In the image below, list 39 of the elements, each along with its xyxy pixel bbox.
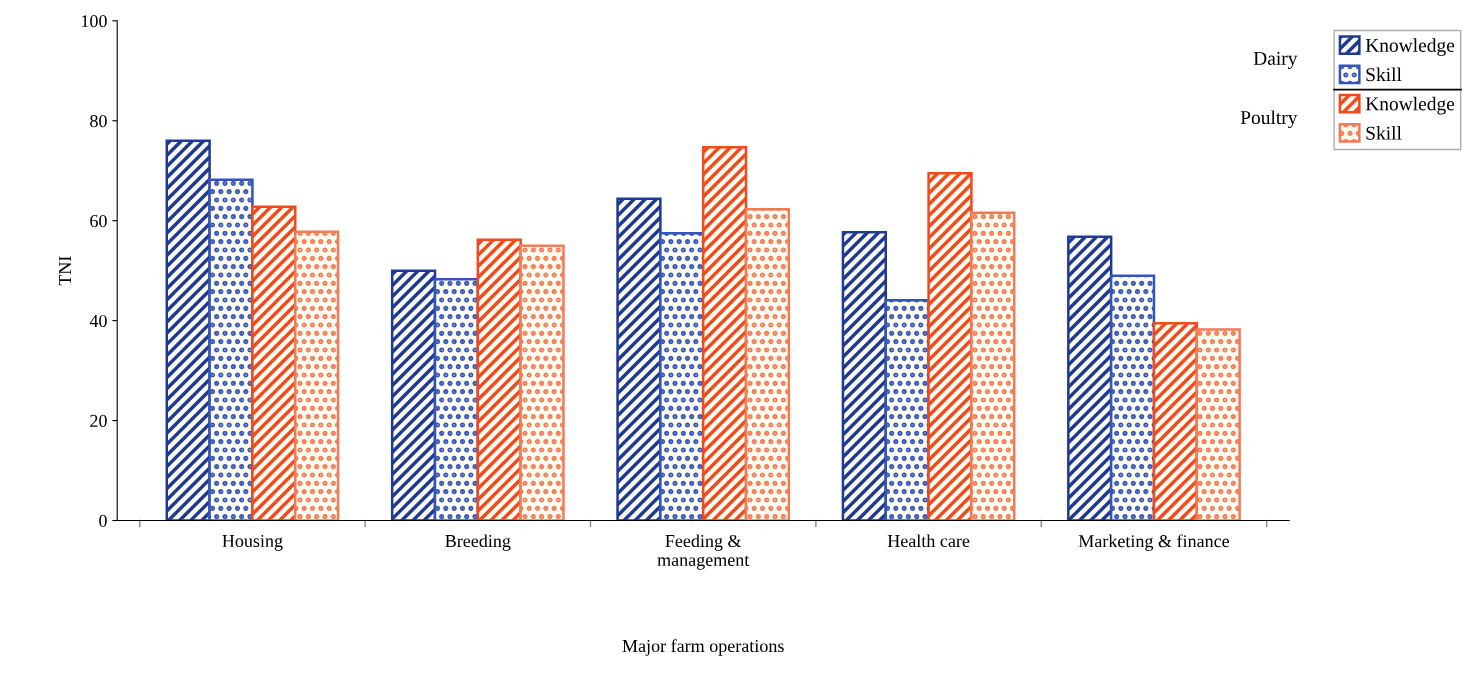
legend-label: Skill xyxy=(1366,67,1402,82)
legend-label: Knowledge xyxy=(1365,38,1455,56)
y-tick-label: 100 xyxy=(81,15,107,28)
annotation: Poultry xyxy=(1240,110,1298,129)
bar xyxy=(1067,235,1113,521)
y-tick-label: 60 xyxy=(90,214,107,228)
bar xyxy=(251,205,297,521)
bar xyxy=(970,211,1016,521)
bar xyxy=(165,139,211,521)
x-tick-label: Housing xyxy=(222,534,283,551)
bar xyxy=(1195,328,1241,521)
legend-label: Knowledge xyxy=(1365,96,1455,115)
bar xyxy=(476,238,522,521)
x-axis-title: Major farm operations xyxy=(622,639,784,656)
bar xyxy=(1109,274,1156,521)
bar xyxy=(927,171,973,521)
y-axis-title: TNI xyxy=(59,256,71,286)
bar xyxy=(1152,321,1199,521)
bar xyxy=(744,207,791,521)
x-tick-label: Health care xyxy=(887,534,970,548)
x-tick-label: Breeding xyxy=(445,534,511,551)
y-tick-label: 40 xyxy=(89,314,107,328)
bar xyxy=(841,230,888,521)
legend-label: Skill xyxy=(1366,126,1402,140)
bar xyxy=(433,277,480,521)
bar xyxy=(884,298,930,521)
x-tick-label: Feeding & management xyxy=(657,534,750,570)
annotation: Dairy xyxy=(1253,51,1298,69)
y-tick-label: 80 xyxy=(90,115,107,128)
bar xyxy=(519,244,565,521)
bar xyxy=(701,145,748,521)
bar xyxy=(390,269,437,521)
bar xyxy=(659,231,705,521)
bar xyxy=(208,178,254,521)
bar xyxy=(294,230,340,521)
y-tick-label: 20 xyxy=(90,414,107,428)
y-tick-label: 0 xyxy=(99,514,107,527)
bar xyxy=(616,197,662,521)
x-tick-label: Marketing & finance xyxy=(1078,534,1230,551)
